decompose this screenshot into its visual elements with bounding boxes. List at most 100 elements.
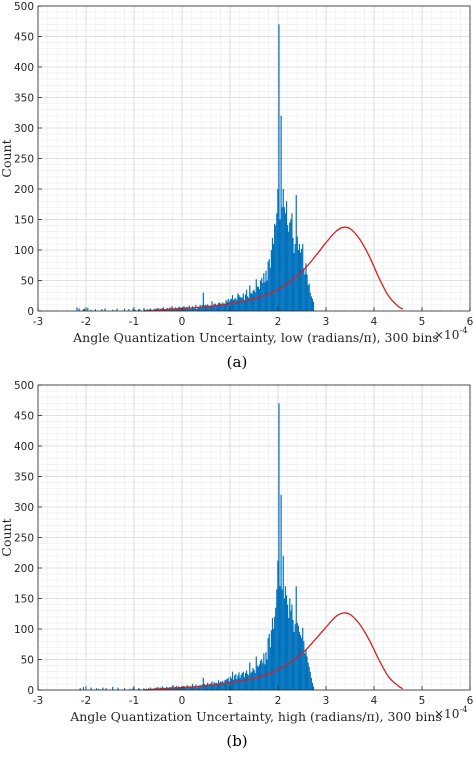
histogram-bar bbox=[208, 306, 210, 311]
histogram-bar bbox=[294, 624, 296, 690]
histogram-bar bbox=[202, 292, 204, 311]
histogram-bar bbox=[311, 682, 314, 690]
histogram-bar bbox=[268, 259, 270, 311]
histogram-bar bbox=[207, 682, 209, 690]
histogram-bar bbox=[204, 685, 207, 690]
histogram-bar bbox=[305, 263, 307, 311]
histogram-bar bbox=[271, 237, 274, 311]
histogram-bar bbox=[208, 684, 210, 690]
y-tick-label: 300 bbox=[14, 123, 34, 135]
x-tick-label: 2 bbox=[275, 695, 282, 707]
histogram-bar bbox=[282, 189, 284, 311]
histogram-bar bbox=[289, 598, 291, 690]
histogram-bar bbox=[302, 627, 304, 690]
histogram-bar bbox=[260, 280, 262, 311]
histogram-bar bbox=[311, 298, 314, 311]
histogram-bar bbox=[116, 308, 118, 311]
histogram-bar bbox=[197, 685, 199, 690]
histogram-bar bbox=[83, 308, 86, 311]
histogram-bar bbox=[184, 686, 186, 690]
histogram-bar bbox=[227, 298, 229, 311]
histogram-bar bbox=[275, 607, 277, 690]
histogram-bar bbox=[215, 682, 217, 690]
histogram-bar bbox=[255, 279, 257, 311]
histogram-bar bbox=[296, 236, 298, 311]
histogram-bar bbox=[270, 250, 272, 311]
histogram-bar bbox=[291, 604, 293, 690]
histogram-bar bbox=[278, 403, 280, 690]
histogram-bar bbox=[253, 289, 255, 311]
histogram-bar bbox=[228, 681, 230, 690]
histogram-bar bbox=[312, 301, 315, 311]
histogram-bar bbox=[310, 296, 312, 311]
histogram-bar bbox=[134, 309, 136, 311]
y-tick-label: 450 bbox=[14, 32, 34, 44]
x-tick-label: -2 bbox=[81, 695, 91, 707]
histogram-bar bbox=[281, 589, 283, 690]
histogram-bar bbox=[196, 309, 198, 311]
histogram-bar bbox=[224, 680, 226, 690]
histogram-bar bbox=[270, 630, 272, 690]
histogram-bar bbox=[275, 225, 277, 311]
y-tick-label: 0 bbox=[27, 685, 34, 697]
histogram-bar bbox=[189, 686, 191, 690]
histogram-bar bbox=[255, 656, 257, 690]
histogram-bar bbox=[248, 675, 250, 690]
histogram-bar bbox=[280, 115, 282, 311]
histogram-bar bbox=[210, 683, 212, 690]
y-tick-label: 200 bbox=[14, 184, 34, 196]
histogram-bar bbox=[291, 213, 293, 311]
histogram-bar bbox=[283, 598, 285, 690]
y-tick-label: 400 bbox=[14, 441, 34, 453]
histogram-bar bbox=[209, 683, 211, 690]
histogram-bar bbox=[94, 309, 96, 311]
histogram-bar bbox=[182, 307, 184, 311]
y-tick-label: 300 bbox=[14, 502, 34, 514]
histogram-bar bbox=[249, 285, 251, 311]
histogram-bar bbox=[282, 555, 284, 690]
y-tick-label: 50 bbox=[21, 655, 34, 667]
histogram-panel-a: -3 -2 -1 0 1 2 3 4 5 6 0 50 100 150 200 250 300 350 400 450… bbox=[0, 1, 474, 371]
histogram-bar bbox=[305, 650, 307, 690]
histogram-bar bbox=[261, 278, 263, 311]
histogram-bar bbox=[233, 679, 235, 690]
histogram-bar bbox=[123, 688, 126, 690]
y-tick-label: 350 bbox=[14, 93, 34, 105]
histogram-bar bbox=[105, 688, 107, 690]
histogram-bar bbox=[209, 306, 211, 311]
histogram-bar bbox=[297, 625, 299, 690]
histogram-bar bbox=[194, 308, 196, 311]
histogram-bar bbox=[284, 213, 287, 311]
histogram-bar bbox=[277, 189, 279, 311]
histogram-bar bbox=[233, 300, 235, 311]
histogram-bar bbox=[268, 633, 270, 690]
histogram-bar bbox=[76, 307, 78, 311]
y-tick-label: 200 bbox=[14, 563, 34, 575]
histogram-bar bbox=[104, 308, 106, 311]
histogram-bar bbox=[224, 303, 226, 311]
histogram-bar bbox=[216, 683, 218, 690]
x-tick-label: 6 bbox=[467, 316, 474, 328]
y-tick-label: 500 bbox=[14, 380, 34, 392]
tick-labels: -3 -2 -1 0 1 2 3 4 5 6 0 50 100 150 200 250 300 350 400 450… bbox=[14, 380, 474, 707]
histogram-bar bbox=[82, 686, 85, 690]
histogram-bar bbox=[222, 680, 224, 690]
histogram-bar bbox=[112, 309, 114, 311]
histogram-bar bbox=[287, 224, 289, 311]
x-multiplier: ×10-4 bbox=[434, 326, 468, 342]
histogram-bar bbox=[199, 304, 201, 311]
histogram-chart-b: -3 -2 -1 0 1 2 3 4 5 6 0 50 100 150 200 250 300 350 400 450… bbox=[0, 380, 474, 750]
histogram-bar bbox=[234, 298, 236, 311]
histogram-bar bbox=[143, 688, 145, 690]
y-tick-label: 350 bbox=[14, 472, 34, 484]
histogram-bar bbox=[191, 306, 194, 311]
histogram-bar bbox=[220, 303, 222, 311]
histogram-bar bbox=[288, 618, 290, 690]
histogram-bar bbox=[251, 671, 253, 690]
histogram-bar bbox=[298, 243, 301, 311]
histogram-bar bbox=[112, 686, 114, 690]
histogram-bar bbox=[241, 297, 243, 311]
y-tick-label: 150 bbox=[14, 215, 34, 227]
histogram-bar bbox=[304, 653, 306, 690]
histogram-bar bbox=[307, 662, 309, 690]
